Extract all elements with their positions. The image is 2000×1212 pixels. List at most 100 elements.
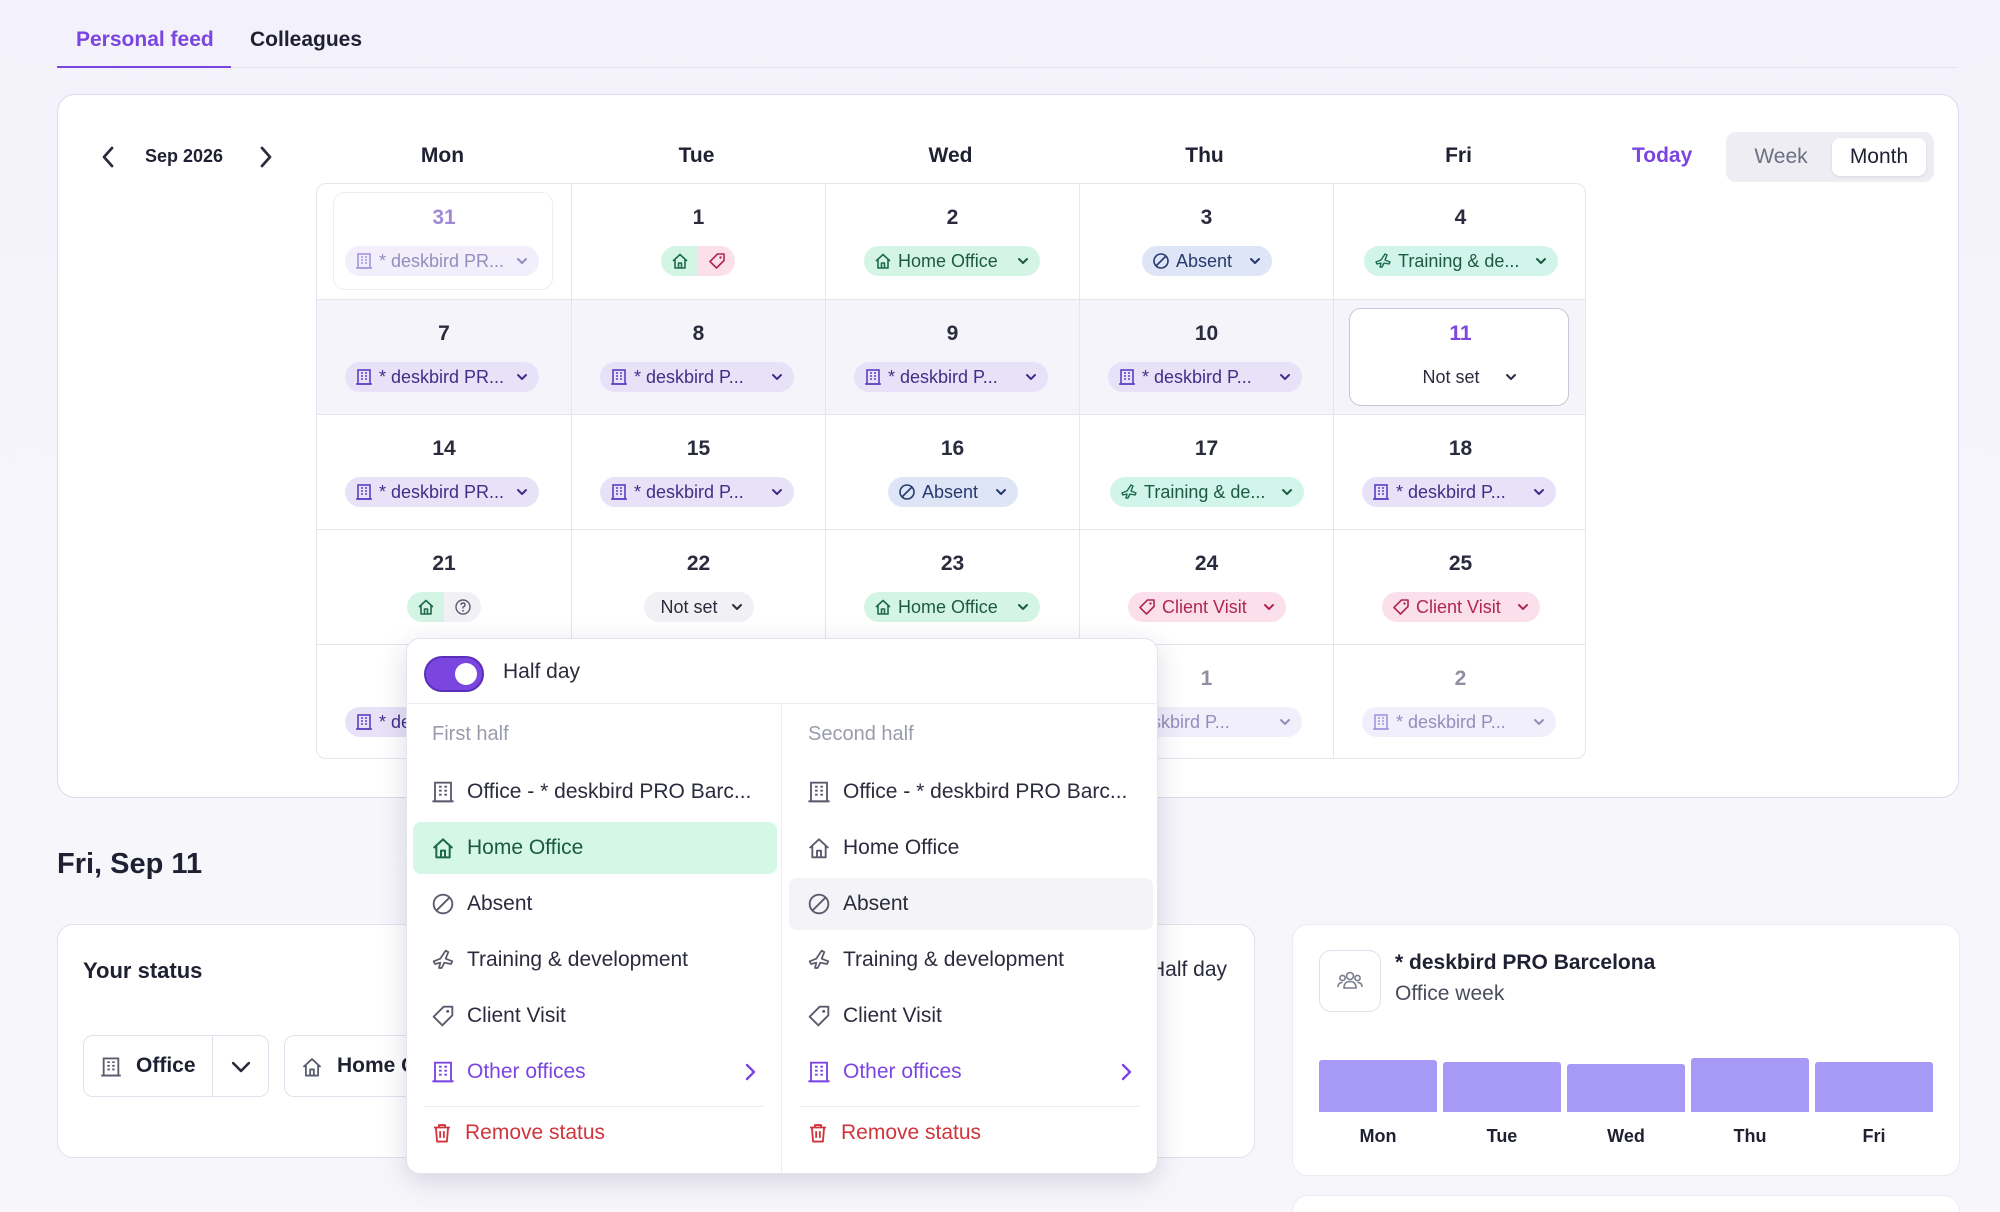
calendar-day-cell-today[interactable]: 11 Not set — [1333, 300, 1585, 415]
calendar-day-cell[interactable]: 23 Home Office — [825, 530, 1079, 645]
half-day-status-pair[interactable] — [407, 592, 481, 622]
first-half-option-absent[interactable]: Absent — [413, 878, 777, 930]
calendar-day-cell[interactable]: 3 Absent — [1079, 184, 1333, 299]
chip-label: * deskbird P... — [634, 481, 744, 502]
tag-icon — [1393, 599, 1409, 615]
training-status-chip[interactable]: Training & de... — [1110, 477, 1304, 507]
half-day-status-pair[interactable] — [661, 246, 735, 276]
date-number: 16 — [940, 437, 965, 460]
calendar-day-cell[interactable]: 25 Client Visit — [1333, 530, 1585, 645]
second-half-option-absent[interactable]: Absent — [789, 878, 1153, 930]
absent-status-chip[interactable]: Absent — [1142, 246, 1272, 276]
not-set-status-chip[interactable]: Not set — [1394, 362, 1528, 392]
office-status-chip[interactable]: * deskbird PR... — [345, 477, 539, 507]
home-half — [661, 246, 698, 276]
chip-label: * de — [379, 711, 412, 732]
chevron-down-icon — [772, 489, 782, 495]
select-divider — [212, 1036, 213, 1096]
calendar-day-cell[interactable]: 2 * deskbird P... — [1333, 645, 1585, 758]
first-half-remove-status[interactable]: Remove status — [413, 1107, 777, 1159]
option-label: Home Office — [467, 836, 584, 859]
date-number: 18 — [1448, 437, 1473, 460]
option-divider — [424, 1106, 764, 1107]
option-label: Other offices — [843, 1060, 962, 1083]
calendar-day-cell[interactable]: 1 — [571, 184, 825, 299]
next-month-button[interactable] — [252, 143, 280, 171]
chevron-down-icon — [1518, 604, 1528, 610]
calendar-day-cell[interactable]: 21 — [317, 530, 571, 645]
date-number: 25 — [1448, 552, 1473, 575]
training-status-chip[interactable]: Training & de... — [1364, 246, 1558, 276]
chip-label: Home Office — [898, 250, 998, 271]
building-icon — [356, 484, 372, 500]
office-status-chip[interactable]: * deskbird P... — [600, 477, 794, 507]
month-label: Sep 2026 — [145, 146, 224, 166]
office-status-chip[interactable]: * deskbird P... — [1108, 362, 1302, 392]
first-half-option-client-visit[interactable]: Client Visit — [413, 990, 777, 1042]
week-view-button[interactable]: Week — [1754, 145, 1808, 168]
first-half-option-office[interactable]: Office - * deskbird PRO Barc... — [413, 766, 777, 818]
office-status-chip[interactable]: * deskbird P... — [600, 362, 794, 392]
calendar-day-cell[interactable]: 2 Home Office — [825, 184, 1079, 299]
today-button[interactable]: Today — [1632, 144, 1693, 167]
second-half-option-home-office[interactable]: Home Office — [789, 822, 1153, 874]
calendar-day-cell[interactable]: 18 * deskbird P... — [1333, 415, 1585, 530]
calendar-day-cell[interactable]: 31 * deskbird PR... — [317, 184, 571, 299]
calendar-week-row: 7 * deskbird PR... 8 * deskbird P... 9 *… — [317, 299, 1585, 415]
calendar-day-cell[interactable]: 8 * deskbird P... — [571, 300, 825, 415]
building-icon — [808, 1061, 830, 1083]
second-half-remove-status[interactable]: Remove status — [789, 1107, 1153, 1159]
client-visit-status-chip[interactable]: Client Visit — [1382, 592, 1540, 622]
chevron-down-icon — [1250, 258, 1260, 264]
home-icon — [432, 838, 454, 859]
next-card — [1292, 1195, 1960, 1212]
second-half-option-office[interactable]: Office - * deskbird PRO Barc... — [789, 766, 1153, 818]
chevron-down-icon — [1018, 258, 1028, 264]
calendar-day-cell[interactable]: 7 * deskbird PR... — [317, 300, 571, 415]
absent-status-chip[interactable]: Absent — [888, 477, 1018, 507]
calendar-day-cell[interactable]: 16 Absent — [825, 415, 1079, 530]
calendar-day-cell[interactable]: 22 Not set — [571, 530, 825, 645]
calendar-day-cell[interactable]: 4 Training & de... — [1333, 184, 1585, 299]
trash-icon — [434, 1124, 450, 1143]
building-icon — [1119, 369, 1135, 385]
prev-month-button[interactable] — [94, 143, 122, 171]
option-label: Home Office — [843, 836, 960, 859]
home-status-chip[interactable]: Home Office — [864, 246, 1040, 276]
month-view-button[interactable]: Month — [1832, 138, 1926, 176]
tab-colleagues[interactable]: Colleagues — [250, 28, 363, 51]
calendar-day-cell[interactable]: 24 Client Visit — [1079, 530, 1333, 645]
chevron-down-icon — [1264, 604, 1274, 610]
tab-personal-feed[interactable]: Personal feed — [76, 28, 214, 51]
date-number: 8 — [692, 322, 705, 345]
calendar-day-cell[interactable]: 14 * deskbird PR... — [317, 415, 571, 530]
chevron-down-icon — [1534, 489, 1544, 495]
first-half-option-home-office[interactable]: Home Office — [413, 822, 777, 874]
week-occupancy-bar — [1567, 1064, 1685, 1112]
second-half-option-client-visit[interactable]: Client Visit — [789, 990, 1153, 1042]
question-icon — [454, 599, 471, 615]
chevron-right-icon — [1121, 1063, 1132, 1081]
office-status-chip[interactable]: * deskbird PR... — [345, 362, 539, 392]
calendar-day-cell[interactable]: 9 * deskbird P... — [825, 300, 1079, 415]
office-status-select[interactable]: Office — [83, 1035, 269, 1097]
office-status-chip[interactable]: * deskbird P... — [1362, 477, 1556, 507]
first-half-option-training[interactable]: Training & development — [413, 934, 777, 986]
second-half-option-training[interactable]: Training & development — [789, 934, 1153, 986]
calendar-day-cell[interactable]: 10 * deskbird P... — [1079, 300, 1333, 415]
client-visit-status-chip[interactable]: Client Visit — [1128, 592, 1286, 622]
first-half-option-other-offices[interactable]: Other offices — [413, 1046, 777, 1098]
chevron-down-icon[interactable] — [230, 1056, 252, 1078]
second-half-option-other-offices[interactable]: Other offices — [789, 1046, 1153, 1098]
half-day-toggle[interactable] — [424, 656, 484, 692]
home-status-chip[interactable]: Home Office — [864, 592, 1040, 622]
office-status-chip[interactable]: * deskbird P... — [1362, 707, 1556, 737]
chevron-left-icon — [102, 146, 114, 168]
building-icon — [356, 369, 372, 385]
calendar-week-row: 31 * deskbird PR... 1 2 Home Off — [317, 184, 1585, 299]
calendar-day-cell[interactable]: 15 * deskbird P... — [571, 415, 825, 530]
not-set-status-chip[interactable]: Not set — [644, 592, 754, 622]
office-status-chip[interactable]: * deskbird P... — [854, 362, 1048, 392]
office-status-chip[interactable]: * deskbird PR... — [345, 246, 539, 276]
calendar-day-cell[interactable]: 17 Training & de... — [1079, 415, 1333, 530]
